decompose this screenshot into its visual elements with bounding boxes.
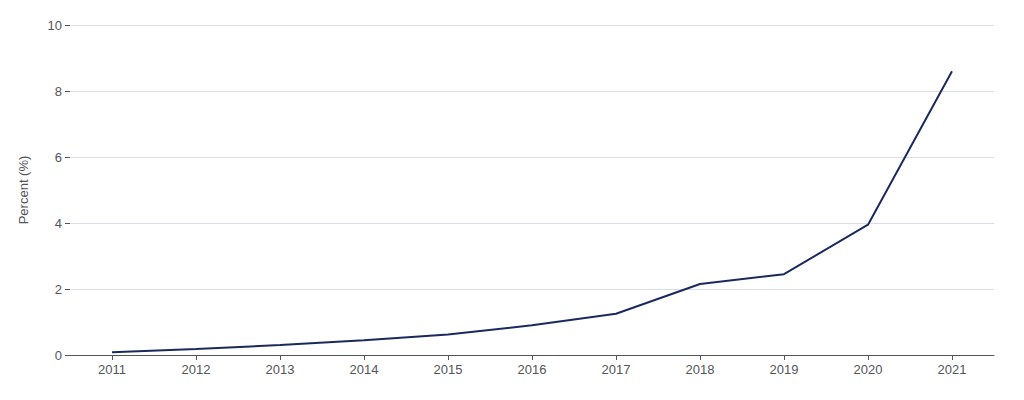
svg-text:2021: 2021 (938, 362, 967, 377)
svg-text:2: 2 (55, 282, 62, 297)
svg-text:2017: 2017 (602, 362, 631, 377)
svg-text:10: 10 (48, 18, 62, 33)
svg-text:2018: 2018 (686, 362, 715, 377)
svg-text:8: 8 (55, 84, 62, 99)
svg-text:6: 6 (55, 150, 62, 165)
svg-text:4: 4 (55, 216, 62, 231)
svg-text:2020: 2020 (854, 362, 883, 377)
svg-text:0: 0 (55, 348, 62, 363)
svg-text:2012: 2012 (182, 362, 211, 377)
svg-text:2015: 2015 (434, 362, 463, 377)
svg-text:2016: 2016 (518, 362, 547, 377)
svg-text:2011: 2011 (98, 362, 126, 377)
svg-text:2013: 2013 (266, 362, 295, 377)
svg-text:2014: 2014 (350, 362, 379, 377)
svg-text:Percent (%): Percent (%) (16, 156, 31, 225)
svg-text:2019: 2019 (770, 362, 799, 377)
